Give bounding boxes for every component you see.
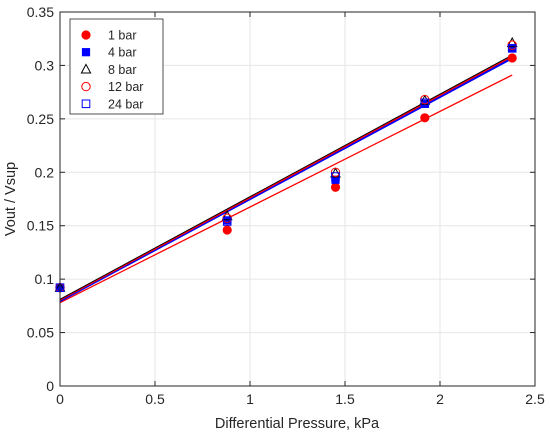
plot-frame — [59, 11, 536, 387]
x-tick-label: 0 — [56, 391, 64, 407]
y-tick-label: 0.2 — [35, 164, 55, 180]
data-point-24-bar — [331, 172, 340, 181]
x-axis-title: Differential Pressure, kPa — [215, 416, 380, 432]
legend-label: 1 bar — [108, 29, 137, 43]
data-point-8-bar — [221, 210, 233, 221]
legend-label: 12 bar — [108, 80, 143, 94]
x-tick-label: 1 — [246, 391, 254, 407]
y-tick-label: 0.25 — [27, 111, 54, 127]
data-point-1-bar — [222, 225, 232, 235]
data-point-1-bar — [507, 53, 517, 63]
fit-line-12-bar — [59, 55, 513, 302]
y-tick-label: 0 — [46, 378, 54, 394]
fit-line-1-bar — [59, 74, 513, 304]
legend-label: 8 bar — [108, 63, 137, 77]
x-tick-label: 2 — [436, 391, 444, 407]
data-point-8-bar — [506, 36, 518, 48]
x-tick-label: 2.5 — [525, 391, 545, 407]
data-point-24-bar — [222, 217, 232, 226]
y-tick-label: 0.3 — [35, 57, 55, 73]
legend-marker-4-bar — [81, 48, 91, 57]
y-axis-title: Vout / Vsup — [3, 162, 19, 236]
y-tick-label: 0.1 — [35, 271, 55, 287]
legend-marker-12-bar — [81, 81, 91, 92]
y-tick-label: 0.05 — [27, 325, 54, 341]
data-point-24-bar — [420, 98, 430, 108]
fit-line-24-bar — [59, 58, 513, 303]
legend-marker-8-bar — [80, 63, 92, 74]
legend-marker-24-bar — [81, 99, 91, 109]
y-tick-label: 0.35 — [27, 4, 54, 20]
x-tick-label: 0.5 — [145, 391, 165, 407]
axis-ticks: 0 0.5 1 1.5 2 2.5 0 0.05 0.1 0.15 0.2 0.25 0.3 0.35 — [27, 4, 545, 407]
legend-label: 4 bar — [108, 46, 137, 60]
y-tick-label: 0.15 — [27, 218, 54, 234]
data-point-1-bar — [330, 182, 341, 192]
fit-line-8-bar — [59, 54, 513, 301]
legend-label: 24 bar — [108, 97, 143, 111]
data-point-24-bar — [507, 44, 517, 53]
legend-marker-1-bar — [81, 30, 91, 40]
data-point-1-bar — [420, 113, 430, 123]
x-tick-label: 1.5 — [335, 391, 355, 407]
legend: 1 bar 4 bar 8 bar 12 bar 24 bar — [69, 18, 164, 115]
fit-lines — [59, 54, 513, 304]
